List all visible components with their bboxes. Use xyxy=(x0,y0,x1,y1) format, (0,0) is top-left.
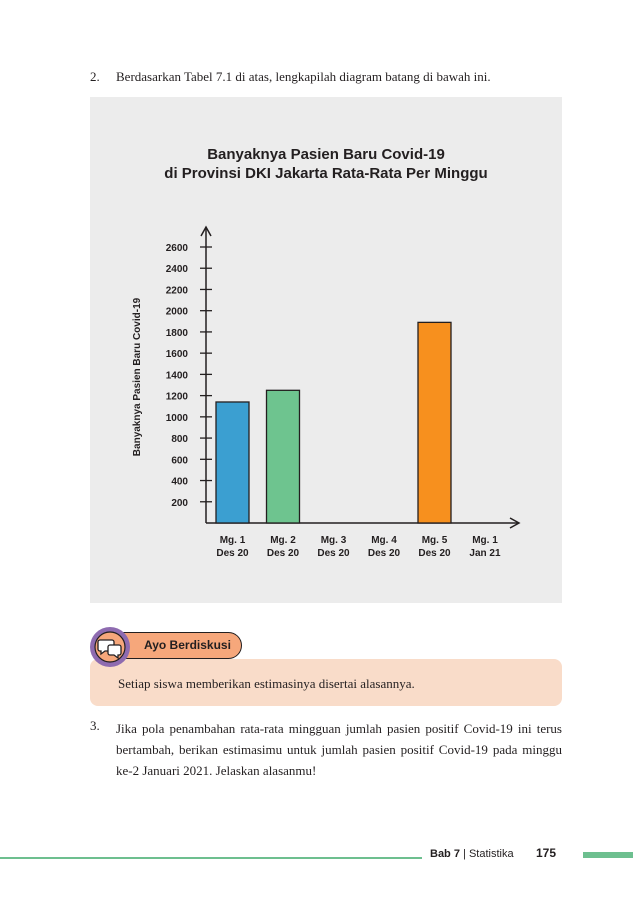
ayo-berdiskusi-tab: Ayo Berdiskusi xyxy=(110,632,242,659)
ayo-berdiskusi-label: Ayo Berdiskusi xyxy=(144,638,231,652)
y-tick-label: 2400 xyxy=(166,264,189,275)
y-axis-label: Banyaknya Pasien Baru Covid-19 xyxy=(132,297,143,456)
y-tick-label: 1000 xyxy=(166,413,189,424)
question-2-text: Berdasarkan Tabel 7.1 di atas, lengkapil… xyxy=(116,69,491,84)
x-tick-label: Mg. 1 xyxy=(220,535,246,546)
bar xyxy=(265,389,301,524)
ayo-berdiskusi-text: Setiap siswa memberikan estimasinya dise… xyxy=(118,676,415,691)
x-axis-arrow xyxy=(509,517,521,529)
bar-chart: Banyaknya Pasien Baru Covid-19 di Provins… xyxy=(132,146,521,559)
y-tick-label: 800 xyxy=(171,434,188,445)
ayo-berdiskusi-box: Setiap siswa memberikan estimasinya dise… xyxy=(90,659,562,706)
footer-chapter-label: Bab 7 xyxy=(430,848,460,860)
y-tick-label: 1600 xyxy=(166,349,189,360)
question-3-number: 3. xyxy=(90,718,100,733)
x-tick-label: Mg. 1 xyxy=(472,535,498,546)
x-tick-label: Des 20 xyxy=(267,548,300,559)
x-tick-label: Des 20 xyxy=(216,548,249,559)
y-tick-label: 2200 xyxy=(166,285,189,296)
x-tick-label: Mg. 3 xyxy=(321,535,347,546)
bar-chart-panel: Banyaknya Pasien Baru Covid-19 di Provins… xyxy=(90,97,562,603)
x-tick-label: Jan 21 xyxy=(469,548,501,559)
y-tick-label: 2600 xyxy=(166,243,189,254)
y-tick-label: 600 xyxy=(171,455,188,466)
y-tick-label: 2000 xyxy=(166,307,189,318)
chat-bubbles-icon xyxy=(89,626,131,668)
footer-bar xyxy=(583,852,633,858)
y-axis-arrow xyxy=(200,225,212,237)
footer-section: Statistika xyxy=(468,848,514,860)
bar xyxy=(417,321,452,524)
chart-title-line-2: di Provinsi DKI Jakarta Rata-Rata Per Mi… xyxy=(164,165,487,182)
question-3-text: Jika pola penambahan rata-rata mingguan … xyxy=(116,721,562,778)
y-tick-label: 200 xyxy=(171,498,188,509)
footer-chapter: Bab 7 | Statistika xyxy=(430,848,514,860)
y-tick-label: 1400 xyxy=(166,370,189,381)
x-tick-label: Des 20 xyxy=(418,548,451,559)
chart-title-line-1: Banyaknya Pasien Baru Covid-19 xyxy=(207,146,445,163)
x-tick-label: Mg. 5 xyxy=(422,535,448,546)
y-tick-label: 1200 xyxy=(166,392,189,403)
page-number: 175 xyxy=(536,846,557,860)
x-tick-label: Mg. 4 xyxy=(371,535,397,546)
y-tick-label: 400 xyxy=(171,477,188,488)
footer-rule xyxy=(0,857,422,859)
x-tick-label: Des 20 xyxy=(368,548,401,559)
footer-separator: | xyxy=(459,848,469,860)
x-tick-label: Des 20 xyxy=(317,548,350,559)
x-tick-label: Mg. 2 xyxy=(270,535,296,546)
question-2-number: 2. xyxy=(90,69,100,84)
y-tick-label: 1800 xyxy=(166,328,189,339)
bar xyxy=(215,401,250,524)
